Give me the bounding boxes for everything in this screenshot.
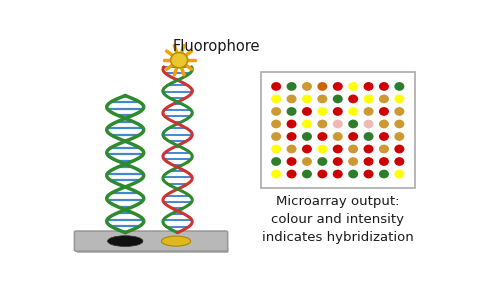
Ellipse shape <box>271 107 281 116</box>
Ellipse shape <box>348 107 358 116</box>
Ellipse shape <box>286 157 297 166</box>
Ellipse shape <box>348 132 358 141</box>
Ellipse shape <box>394 82 404 91</box>
Ellipse shape <box>333 145 343 153</box>
Ellipse shape <box>394 132 404 141</box>
Bar <box>261 73 415 188</box>
Ellipse shape <box>364 170 374 178</box>
Ellipse shape <box>348 120 358 128</box>
Ellipse shape <box>379 145 389 153</box>
Ellipse shape <box>161 236 191 246</box>
Ellipse shape <box>318 120 327 128</box>
Ellipse shape <box>286 132 297 141</box>
Ellipse shape <box>364 157 374 166</box>
Ellipse shape <box>348 145 358 153</box>
Ellipse shape <box>348 82 358 91</box>
Ellipse shape <box>318 107 327 116</box>
Ellipse shape <box>302 132 312 141</box>
Ellipse shape <box>170 52 187 68</box>
Ellipse shape <box>333 170 343 178</box>
Ellipse shape <box>286 107 297 116</box>
Ellipse shape <box>271 82 281 91</box>
Ellipse shape <box>302 82 312 91</box>
Ellipse shape <box>286 145 297 153</box>
FancyBboxPatch shape <box>75 231 227 251</box>
Ellipse shape <box>379 107 389 116</box>
Text: Microarray output:
colour and intensity
indicates hybridization: Microarray output: colour and intensity … <box>262 195 413 244</box>
Ellipse shape <box>394 107 404 116</box>
Ellipse shape <box>286 120 297 128</box>
Ellipse shape <box>302 157 312 166</box>
Ellipse shape <box>364 132 374 141</box>
Ellipse shape <box>318 145 327 153</box>
Text: Fluorophore: Fluorophore <box>172 39 260 54</box>
Ellipse shape <box>333 120 343 128</box>
Ellipse shape <box>379 157 389 166</box>
Ellipse shape <box>348 94 358 103</box>
Ellipse shape <box>271 157 281 166</box>
Ellipse shape <box>271 94 281 103</box>
Ellipse shape <box>271 132 281 141</box>
Ellipse shape <box>364 82 374 91</box>
Ellipse shape <box>108 236 143 247</box>
Ellipse shape <box>394 120 404 128</box>
Ellipse shape <box>333 82 343 91</box>
Ellipse shape <box>333 157 343 166</box>
Ellipse shape <box>348 170 358 178</box>
Ellipse shape <box>271 170 281 178</box>
Ellipse shape <box>394 145 404 153</box>
Ellipse shape <box>286 170 297 178</box>
Ellipse shape <box>318 94 327 103</box>
Ellipse shape <box>286 94 297 103</box>
Ellipse shape <box>379 82 389 91</box>
Ellipse shape <box>302 94 312 103</box>
Ellipse shape <box>333 132 343 141</box>
Ellipse shape <box>271 145 281 153</box>
Ellipse shape <box>379 120 389 128</box>
Ellipse shape <box>271 120 281 128</box>
Ellipse shape <box>318 82 327 91</box>
Ellipse shape <box>379 170 389 178</box>
Ellipse shape <box>364 94 374 103</box>
Ellipse shape <box>333 94 343 103</box>
Ellipse shape <box>302 170 312 178</box>
Ellipse shape <box>302 107 312 116</box>
Ellipse shape <box>286 82 297 91</box>
Ellipse shape <box>394 157 404 166</box>
Ellipse shape <box>318 170 327 178</box>
Ellipse shape <box>364 145 374 153</box>
Ellipse shape <box>364 107 374 116</box>
Ellipse shape <box>302 120 312 128</box>
Ellipse shape <box>364 120 374 128</box>
Ellipse shape <box>379 132 389 141</box>
Ellipse shape <box>394 94 404 103</box>
Ellipse shape <box>318 157 327 166</box>
FancyBboxPatch shape <box>77 247 228 253</box>
Ellipse shape <box>333 107 343 116</box>
Ellipse shape <box>348 157 358 166</box>
Ellipse shape <box>394 170 404 178</box>
Ellipse shape <box>379 94 389 103</box>
Ellipse shape <box>318 132 327 141</box>
Ellipse shape <box>302 145 312 153</box>
